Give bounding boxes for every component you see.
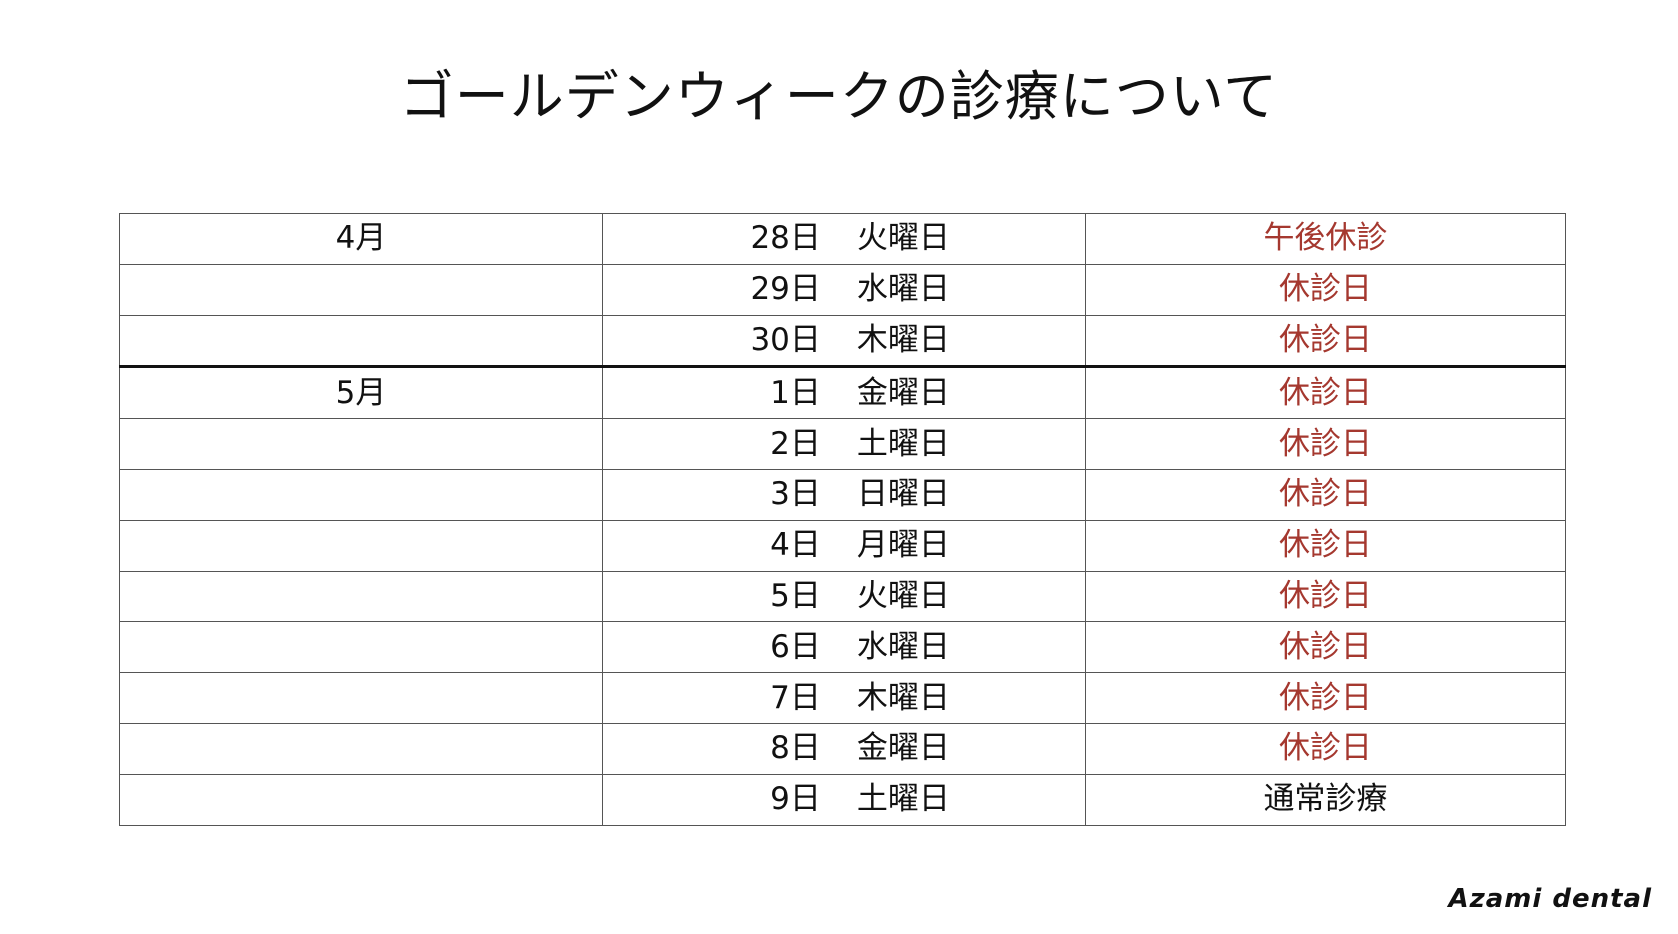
page-title: ゴールデンウィークの診療について — [399, 65, 1279, 128]
day-number: 29日 — [750, 271, 821, 308]
schedule-body: 4月 28日 火曜日 午後休診 29日 水曜日 休診日 30日 木曜日 休診日 5月 1日 金曜日 休診日… — [119, 213, 1567, 826]
day-number: 1日 — [770, 374, 821, 411]
date-cell: 4日 月曜日 — [601, 519, 1086, 572]
month-cell — [119, 263, 603, 316]
status-cell: 休診日 — [1084, 468, 1567, 521]
status-cell: 午後休診 — [1084, 213, 1567, 265]
month-cell — [119, 672, 603, 724]
date-cell: 6日 水曜日 — [601, 621, 1086, 674]
weekday-label: 木曜日 — [856, 679, 950, 716]
holiday-schedule-table: 4月 28日 火曜日 午後休診 29日 水曜日 休診日 30日 木曜日 休診日 5月 1日 金曜日 休診日… — [119, 213, 1567, 826]
table-row: 29日 水曜日 休診日 — [119, 263, 1567, 316]
date-cell: 9日 土曜日 — [601, 773, 1086, 826]
day-number: 30日 — [750, 321, 821, 358]
date-cell: 29日 水曜日 — [601, 263, 1086, 316]
status-cell: 休診日 — [1084, 365, 1567, 420]
date-cell: 7日 木曜日 — [601, 672, 1086, 724]
day-number: 7日 — [770, 679, 821, 716]
day-number: 6日 — [770, 628, 821, 665]
day-number: 28日 — [750, 220, 821, 257]
status-cell: 通常診療 — [1084, 773, 1567, 826]
weekday-label: 火曜日 — [856, 577, 950, 614]
day-number: 9日 — [770, 781, 821, 818]
table-row: 5月 1日 金曜日 休診日 — [119, 365, 1567, 420]
day-number: 2日 — [770, 425, 821, 462]
weekday-label: 月曜日 — [856, 527, 950, 564]
date-cell: 3日 日曜日 — [601, 468, 1086, 521]
weekday-label: 土曜日 — [856, 425, 950, 462]
table-row: 30日 木曜日 休診日 — [119, 314, 1567, 368]
status-cell: 休診日 — [1084, 314, 1567, 368]
status-cell: 休診日 — [1084, 263, 1567, 316]
status-cell: 休診日 — [1084, 418, 1567, 470]
date-cell: 8日 金曜日 — [601, 722, 1086, 775]
date-cell: 30日 木曜日 — [601, 314, 1086, 368]
date-cell: 5日 火曜日 — [601, 570, 1086, 623]
weekday-label: 土曜日 — [856, 781, 950, 818]
month-cell — [119, 519, 603, 572]
month-cell: 5月 — [119, 365, 603, 420]
month-cell — [119, 773, 603, 826]
table-row: 2日 土曜日 休診日 — [119, 418, 1567, 470]
month-cell — [119, 468, 603, 521]
table-row: 3日 日曜日 休診日 — [119, 468, 1567, 521]
table-row: 9日 土曜日 通常診療 — [119, 773, 1567, 826]
weekday-label: 金曜日 — [856, 374, 950, 411]
month-cell — [119, 621, 603, 674]
status-cell: 休診日 — [1084, 519, 1567, 572]
table-row: 8日 金曜日 休診日 — [119, 722, 1567, 775]
weekday-label: 水曜日 — [856, 271, 950, 308]
date-cell: 28日 火曜日 — [601, 213, 1086, 265]
weekday-label: 水曜日 — [856, 628, 950, 665]
weekday-label: 金曜日 — [856, 730, 950, 767]
month-cell — [119, 722, 603, 775]
table-row: 4日 月曜日 休診日 — [119, 519, 1567, 572]
month-cell — [119, 418, 603, 470]
date-cell: 2日 土曜日 — [601, 418, 1086, 470]
table-row: 4月 28日 火曜日 午後休診 — [119, 213, 1567, 265]
status-cell: 休診日 — [1084, 672, 1567, 724]
day-number: 8日 — [770, 730, 821, 767]
date-cell: 1日 金曜日 — [601, 365, 1086, 420]
brand-logo-text: Azami dental — [1448, 884, 1652, 914]
weekday-label: 木曜日 — [856, 321, 950, 358]
table-row: 7日 木曜日 休診日 — [119, 672, 1567, 724]
month-cell — [119, 314, 603, 368]
day-number: 4日 — [770, 527, 821, 564]
weekday-label: 火曜日 — [856, 220, 950, 257]
day-number: 5日 — [770, 577, 821, 614]
month-cell: 4月 — [119, 213, 603, 265]
table-row: 5日 火曜日 休診日 — [119, 570, 1567, 623]
status-cell: 休診日 — [1084, 722, 1567, 775]
status-cell: 休診日 — [1084, 621, 1567, 674]
month-cell — [119, 570, 603, 623]
table-row: 6日 水曜日 休診日 — [119, 621, 1567, 674]
day-number: 3日 — [770, 476, 821, 513]
status-cell: 休診日 — [1084, 570, 1567, 623]
weekday-label: 日曜日 — [856, 476, 950, 513]
